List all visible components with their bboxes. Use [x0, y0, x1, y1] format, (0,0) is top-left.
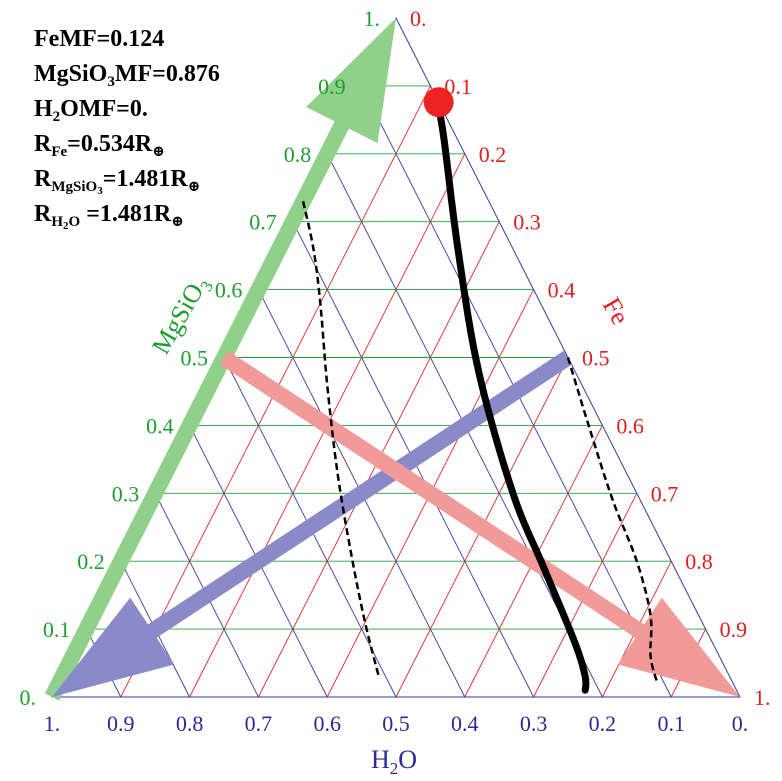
curves-layer [301, 87, 659, 694]
tick-label-h2o: 0.9 [107, 711, 135, 736]
tick-label-fe: 0.7 [651, 481, 679, 506]
tick-label-h2o: 0.5 [382, 711, 410, 736]
h2o-radius: RH2O =1.481R⊕ [34, 201, 184, 232]
h2o-arrow [52, 350, 573, 697]
dashed-curve-left [301, 201, 381, 677]
tick-label-h2o: 1. [44, 711, 61, 736]
dashed-curve-right [566, 357, 659, 684]
tick-label-h2o: 0. [732, 711, 749, 736]
h2o-mass-fraction: H2OMF=0. [34, 96, 148, 125]
tick-label-fe: 0.4 [548, 278, 576, 303]
tick-label-mgsio3: 0.9 [318, 74, 346, 99]
tick-label-fe: 1. [754, 685, 771, 710]
tick-label-fe: 0.3 [513, 210, 541, 235]
tick-label-h2o: 0.2 [589, 711, 617, 736]
tick-label-h2o: 0.8 [176, 711, 204, 736]
fe-axis-title: Fe [597, 293, 635, 330]
fe-radius: RFe=0.534R⊕ [34, 131, 165, 160]
tick-label-fe: 0.9 [720, 617, 748, 642]
earth-symbol: ⊕ [171, 214, 184, 230]
tick-label-fe: 0. [410, 6, 427, 31]
tick-label-h2o: 0.1 [657, 711, 685, 736]
tick-label-mgsio3: 1. [364, 6, 381, 31]
tick-label-mgsio3: 0.5 [181, 346, 209, 371]
tick-label-mgsio3: 0.8 [284, 142, 312, 167]
tick-label-fe: 0.8 [685, 549, 713, 574]
solid-curve [433, 95, 590, 694]
composition-marker [423, 87, 454, 118]
tick-labels: 1. 0.9 0.8 0.7 0.6 0.5 0.4 0.3 0.2 0.1 0. 0. 0.1 0.2 0… [20, 6, 771, 736]
fe-arrow [219, 350, 740, 697]
fe-mass-fraction: FeMF=0.124 [34, 26, 165, 52]
tick-label-mgsio3: 0.7 [249, 210, 277, 235]
mgsio3-radius: RMgSiO3=1.481R⊕ [34, 166, 201, 197]
tick-label-mgsio3: 0.1 [43, 617, 71, 642]
tick-label-mgsio3: 0.2 [77, 549, 105, 574]
tick-label-fe: 0.5 [582, 346, 610, 371]
tick-label-mgsio3: 0.3 [112, 481, 140, 506]
mgsio3-arrow [44, 18, 397, 701]
tick-label-fe: 0.6 [616, 413, 644, 438]
mgsio3-mass-fraction: MgSiO3MF=0.876 [34, 61, 220, 90]
tick-label-h2o: 0.3 [520, 711, 548, 736]
tick-label-mgsio3: 0.4 [146, 413, 174, 438]
composition-info: FeMF=0.124 MgSiO3MF=0.876 H2OMF=0. RFe=0… [34, 22, 220, 232]
tick-label-fe: 0.2 [479, 142, 507, 167]
tick-label-h2o: 0.7 [245, 711, 273, 736]
arrows-layer [44, 18, 740, 701]
tick-label-mgsio3: 0.6 [215, 278, 243, 303]
tick-label-mgsio3: 0. [20, 685, 37, 710]
earth-symbol: ⊕ [187, 179, 201, 195]
tick-label-h2o: 0.4 [451, 711, 479, 736]
tick-label-h2o: 0.6 [313, 711, 341, 736]
h2o-axis-title: H2O [371, 745, 417, 778]
tick-label-fe: 0.1 [444, 74, 472, 99]
